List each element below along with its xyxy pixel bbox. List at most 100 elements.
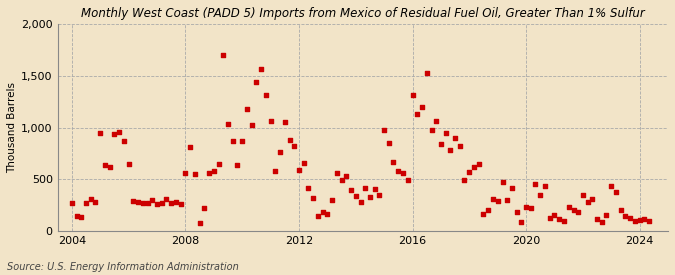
Point: [355, 200, 366, 204]
Point: [232, 163, 243, 167]
Point: [104, 165, 115, 169]
Point: [180, 171, 191, 175]
Point: [412, 112, 423, 116]
Point: [374, 193, 385, 197]
Point: [620, 213, 631, 218]
Point: [634, 218, 645, 222]
Point: [346, 188, 356, 192]
Point: [554, 216, 565, 221]
Point: [639, 216, 650, 221]
Point: [118, 139, 129, 143]
Point: [364, 195, 375, 199]
Point: [146, 198, 157, 202]
Point: [72, 213, 82, 218]
Point: [161, 197, 171, 201]
Point: [629, 219, 640, 223]
Point: [279, 120, 290, 125]
Point: [86, 197, 97, 201]
Point: [578, 193, 589, 197]
Point: [473, 162, 484, 166]
Point: [90, 200, 101, 204]
Point: [209, 169, 219, 173]
Point: [526, 206, 537, 211]
Point: [275, 150, 286, 155]
Point: [563, 205, 574, 210]
Point: [393, 169, 404, 173]
Point: [483, 208, 493, 213]
Point: [100, 163, 111, 167]
Point: [199, 206, 210, 211]
Point: [138, 201, 148, 205]
Point: [506, 185, 517, 190]
Point: [261, 93, 271, 98]
Point: [76, 214, 86, 219]
Point: [114, 130, 125, 134]
Point: [530, 181, 541, 186]
Point: [407, 93, 418, 98]
Text: Source: U.S. Energy Information Administration: Source: U.S. Energy Information Administ…: [7, 262, 238, 272]
Point: [468, 165, 479, 169]
Point: [388, 160, 399, 164]
Point: [336, 178, 347, 183]
Point: [185, 145, 196, 149]
Point: [284, 138, 295, 142]
Point: [175, 202, 186, 207]
Point: [313, 213, 323, 218]
Point: [189, 172, 200, 176]
Point: [558, 219, 569, 223]
Point: [270, 169, 281, 173]
Point: [80, 201, 91, 205]
Point: [227, 139, 238, 143]
Point: [540, 183, 551, 188]
Point: [416, 104, 427, 109]
Point: [303, 185, 314, 190]
Point: [615, 208, 626, 213]
Point: [625, 216, 636, 220]
Point: [426, 127, 437, 132]
Point: [601, 212, 612, 217]
Point: [317, 209, 328, 214]
Point: [360, 185, 371, 190]
Point: [431, 119, 441, 123]
Point: [572, 209, 583, 214]
Point: [487, 197, 498, 201]
Point: [289, 144, 300, 148]
Point: [478, 211, 489, 216]
Point: [251, 80, 262, 84]
Point: [535, 193, 545, 197]
Point: [298, 161, 309, 165]
Point: [157, 201, 167, 205]
Point: [123, 162, 134, 166]
Point: [109, 131, 119, 136]
Point: [294, 168, 304, 172]
Point: [369, 186, 380, 191]
Point: [435, 142, 446, 146]
Point: [152, 202, 163, 207]
Point: [132, 200, 143, 204]
Point: [516, 220, 526, 224]
Point: [611, 189, 622, 194]
Point: [166, 201, 177, 205]
Point: [440, 131, 451, 135]
Point: [327, 198, 338, 202]
Point: [592, 216, 603, 221]
Point: [379, 127, 389, 132]
Point: [492, 199, 503, 203]
Point: [194, 221, 205, 225]
Point: [398, 171, 408, 175]
Point: [502, 198, 512, 202]
Point: [606, 183, 617, 188]
Point: [445, 148, 456, 153]
Point: [454, 144, 465, 148]
Point: [171, 200, 182, 204]
Point: [142, 201, 153, 205]
Point: [66, 201, 77, 205]
Point: [459, 178, 470, 183]
Point: [549, 212, 560, 217]
Point: [497, 180, 508, 185]
Point: [237, 139, 248, 143]
Point: [322, 211, 333, 216]
Point: [597, 220, 608, 224]
Point: [308, 196, 319, 200]
Point: [512, 209, 522, 214]
